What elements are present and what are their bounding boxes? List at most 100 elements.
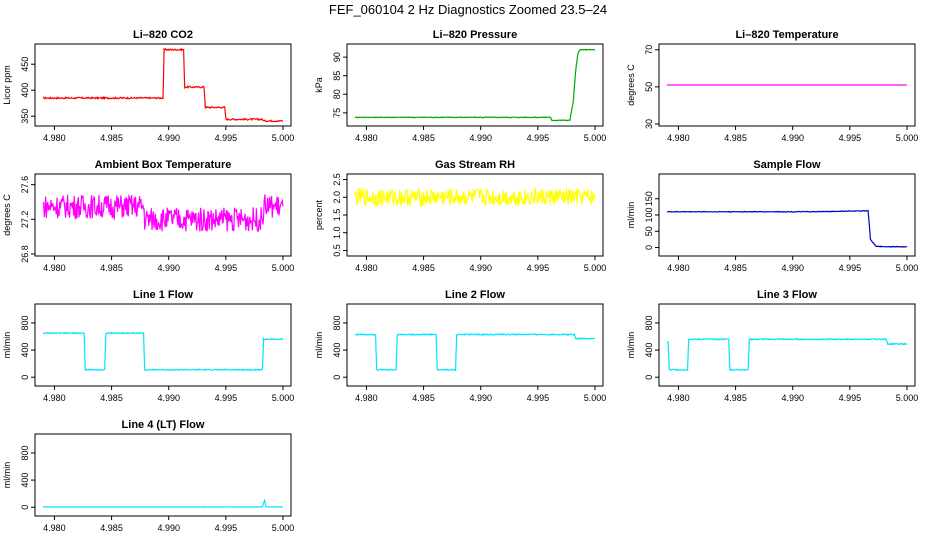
x-tick-label: 4.990 — [781, 393, 804, 403]
panel-title: Ambient Box Temperature — [95, 159, 232, 171]
plot-frame — [658, 303, 916, 387]
y-tick-label: 800 — [644, 315, 654, 330]
y-tick-label: 150 — [644, 191, 654, 206]
y-tick-label: 2.0 — [332, 191, 342, 204]
x-tick-label: 5.000 — [584, 263, 607, 273]
x-tick-label: 4.995 — [527, 263, 550, 273]
x-tick-label: 5.000 — [272, 133, 295, 143]
y-tick-label: 1.0 — [332, 226, 342, 239]
panel-title: Li–820 Pressure — [433, 29, 517, 41]
x-tick-label: 4.995 — [215, 263, 238, 273]
x-tick-label: 5.000 — [272, 393, 295, 403]
chart-panel: Line 3 Flow 4.980 4.985 4.990 4.995 5.000 0 400… — [626, 289, 918, 403]
x-tick-label: 5.000 — [584, 393, 607, 403]
x-tick-label: 4.985 — [100, 393, 123, 403]
series-line — [42, 331, 284, 372]
panel-title: Line 1 Flow — [133, 289, 193, 301]
x-tick-label: 5.000 — [272, 263, 295, 273]
y-tick-label: 30 — [644, 119, 654, 129]
panel-title: Line 4 (LT) Flow — [122, 419, 205, 431]
x-tick-label: 4.990 — [469, 263, 492, 273]
chart-panel: Gas Stream RH 4.980 4.985 4.990 4.995 5.000 0.… — [314, 159, 606, 273]
x-tick-label: 4.980 — [355, 133, 378, 143]
y-tick-label: 800 — [332, 315, 342, 330]
chart-panel: Line 4 (LT) Flow 4.980 4.985 4.990 4.995 5.00… — [2, 419, 294, 533]
series-line — [42, 47, 284, 123]
y-tick-label: 400 — [20, 473, 30, 488]
y-tick-label: 2.5 — [332, 173, 342, 186]
plot-frame — [346, 173, 604, 257]
x-tick-label: 4.995 — [839, 393, 862, 403]
series-line — [354, 186, 596, 208]
x-tick-label: 5.000 — [896, 393, 919, 403]
y-axis-label: degrees C — [2, 194, 12, 236]
y-axis-label: degrees C — [626, 64, 636, 106]
x-tick-label: 4.980 — [667, 133, 690, 143]
y-tick-label: 70 — [644, 45, 654, 55]
series-line — [42, 194, 284, 233]
x-tick-label: 4.995 — [839, 133, 862, 143]
x-tick-label: 4.985 — [724, 263, 747, 273]
x-tick-label: 4.995 — [839, 263, 862, 273]
x-tick-label: 4.995 — [215, 523, 238, 533]
x-tick-label: 4.990 — [157, 523, 180, 533]
x-tick-label: 4.995 — [527, 133, 550, 143]
panel-title: Sample Flow — [753, 159, 821, 171]
x-tick-label: 4.985 — [100, 263, 123, 273]
x-tick-label: 4.980 — [667, 263, 690, 273]
panel-title: Li–820 Temperature — [735, 29, 838, 41]
y-tick-label: 0 — [644, 375, 654, 380]
x-tick-label: 4.990 — [157, 133, 180, 143]
y-tick-label: 0 — [644, 245, 654, 250]
panel-title: Line 3 Flow — [757, 289, 817, 301]
y-axis-label: Licor ppm — [2, 65, 12, 105]
y-tick-label: 400 — [332, 343, 342, 358]
x-tick-label: 4.980 — [43, 133, 66, 143]
y-tick-label: 85 — [332, 71, 342, 81]
y-axis-label: ml/min — [626, 332, 636, 359]
y-tick-label: 400 — [20, 83, 30, 98]
x-tick-label: 4.980 — [667, 393, 690, 403]
y-axis-label: ml/min — [2, 462, 12, 489]
chart-panel: Sample Flow 4.980 4.985 4.990 4.995 5.000 0 50 1… — [626, 159, 918, 273]
x-tick-label: 4.990 — [781, 133, 804, 143]
y-axis-label: ml/min — [626, 202, 636, 229]
y-tick-label: 26.8 — [20, 245, 30, 263]
x-tick-label: 4.985 — [412, 133, 435, 143]
y-tick-label: 90 — [332, 52, 342, 62]
y-tick-label: 50 — [644, 82, 654, 92]
plot-frame — [34, 43, 292, 127]
x-tick-label: 4.980 — [355, 263, 378, 273]
x-tick-label: 4.990 — [469, 133, 492, 143]
panel-title: Line 2 Flow — [445, 289, 505, 301]
y-axis-label: percent — [314, 199, 324, 230]
y-axis-label: kPa — [314, 77, 324, 93]
series-line — [43, 498, 283, 508]
plot-frame — [34, 433, 292, 517]
x-tick-label: 4.980 — [355, 393, 378, 403]
y-tick-label: 50 — [644, 226, 654, 236]
series-line — [354, 48, 596, 122]
x-tick-label: 4.990 — [157, 263, 180, 273]
x-tick-label: 4.990 — [469, 393, 492, 403]
y-axis-label: ml/min — [314, 332, 324, 359]
y-tick-label: 80 — [332, 89, 342, 99]
plot-frame — [346, 303, 604, 387]
y-tick-label: 75 — [332, 108, 342, 118]
x-tick-label: 4.990 — [781, 263, 804, 273]
panel-title: Gas Stream RH — [435, 159, 515, 171]
plot-frame — [34, 173, 292, 257]
y-tick-label: 350 — [20, 109, 30, 124]
x-tick-label: 4.980 — [43, 393, 66, 403]
chart-panel: Li–820 Temperature 4.980 4.985 4.990 4.995 5.… — [626, 29, 918, 143]
plot-frame — [34, 303, 292, 387]
x-tick-label: 4.995 — [215, 133, 238, 143]
y-tick-label: 0 — [332, 375, 342, 380]
x-tick-label: 4.985 — [724, 393, 747, 403]
series-line — [354, 332, 596, 372]
figure-title: FEF_060104 2 Hz Diagnostics Zoomed 23.5–… — [328, 2, 608, 17]
x-tick-label: 5.000 — [896, 133, 919, 143]
chart-panel: Li–820 CO2 4.980 4.985 4.990 4.995 5.000 350 40… — [2, 29, 294, 143]
x-tick-label: 4.990 — [157, 393, 180, 403]
